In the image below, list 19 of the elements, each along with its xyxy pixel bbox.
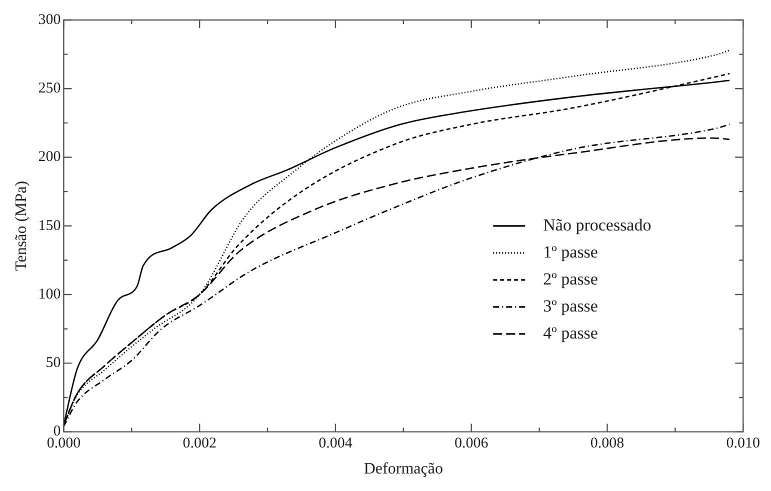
y-tick-label: 150 (38, 218, 61, 234)
legend-label: 3º passe (543, 296, 598, 316)
legend-label: 2º passe (543, 269, 598, 288)
x-axis-title: Deformação (364, 460, 443, 478)
x-tick-label: 0.008 (590, 436, 624, 452)
y-tick-label: 100 (38, 286, 61, 302)
legend-label: 4º passe (543, 323, 598, 342)
y-tick-label: 200 (38, 149, 61, 166)
x-tick-label: 0.002 (182, 436, 216, 452)
y-axis-title: Tensão (MPa) (12, 180, 30, 271)
x-tick-label: 0.010 (726, 436, 760, 452)
y-tick-label: 250 (38, 80, 61, 97)
y-tick-label: 300 (38, 12, 61, 28)
x-tick-label: 0.000 (46, 436, 81, 452)
y-tick-label: 50 (46, 355, 61, 372)
x-tick-label: 0.006 (454, 436, 489, 452)
x-tick-label: 0.004 (318, 436, 353, 452)
legend-label: 1º passe (543, 242, 598, 262)
legend-label: Não processado (543, 215, 652, 234)
